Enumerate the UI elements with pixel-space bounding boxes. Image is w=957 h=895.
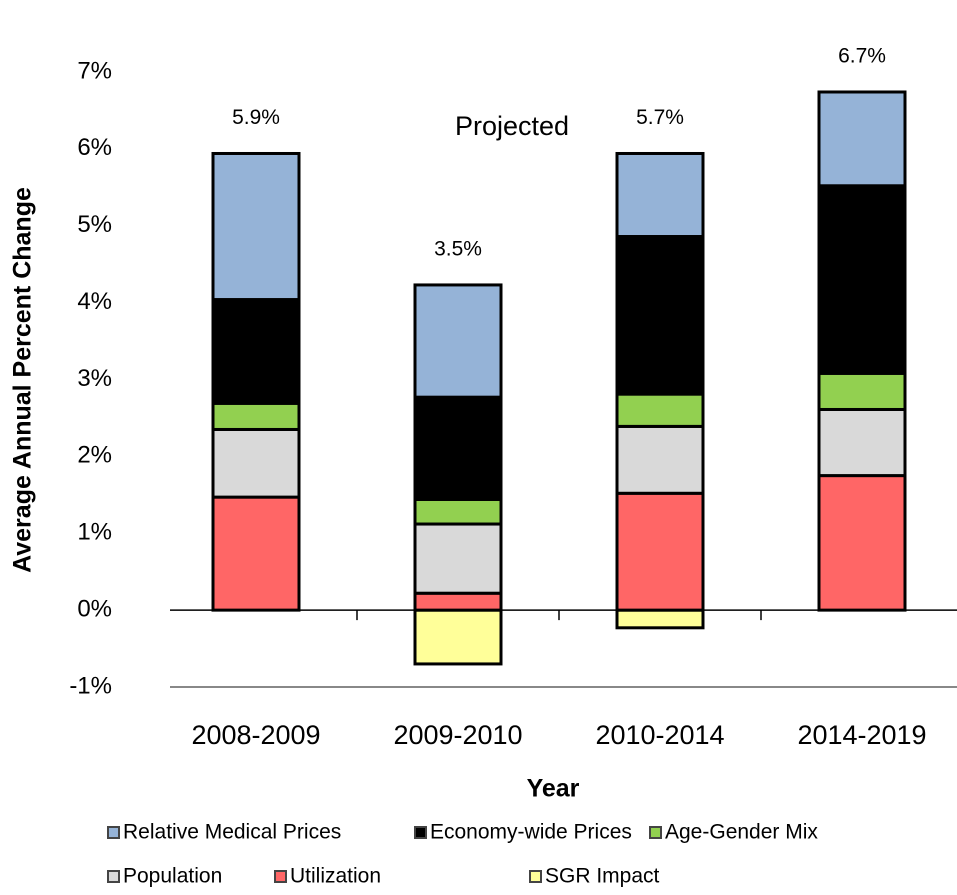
y-tick-label: 6% <box>77 134 112 161</box>
total-label: 6.7% <box>838 45 886 68</box>
legend-label: Relative Medical Prices <box>123 821 341 844</box>
bar-segment <box>211 151 301 302</box>
y-tick-label: 7% <box>77 57 112 84</box>
legend-swatch <box>274 870 287 883</box>
legend-label: SGR Impact <box>545 865 660 888</box>
legend-label: Economy-wide Prices <box>430 821 632 844</box>
y-tick-label: -1% <box>69 672 112 699</box>
bar-segment <box>615 608 705 630</box>
y-tick-label: 2% <box>77 442 112 469</box>
x-tick-label: 2009-2010 <box>393 720 522 750</box>
bar-segment <box>211 495 301 612</box>
total-label: 5.9% <box>232 106 280 129</box>
x-tick-label: 2008-2009 <box>191 720 320 750</box>
legend-swatch <box>649 826 662 839</box>
legend-swatch <box>414 826 427 839</box>
bar-segment <box>817 90 907 188</box>
x-tick-label: 2014-2019 <box>797 720 926 750</box>
bar-segment <box>817 371 907 411</box>
bar-segment <box>615 392 705 428</box>
x-axis-title: Year <box>527 775 580 803</box>
x-tick-label: 2010-2014 <box>595 720 724 750</box>
legend-swatch <box>107 870 120 883</box>
bar-segment <box>615 151 705 239</box>
legend-label: Population <box>123 865 222 888</box>
legend-swatch <box>529 870 542 883</box>
bar-segment <box>211 401 301 431</box>
total-label: 3.5% <box>434 237 482 260</box>
y-tick-label: 3% <box>77 365 112 392</box>
legend-swatch <box>107 826 120 839</box>
annotation: Projected <box>455 111 569 141</box>
bar-segment <box>817 184 907 375</box>
bar-segment <box>615 424 705 495</box>
y-tick-label: 5% <box>77 211 112 238</box>
bar-segment <box>615 491 705 612</box>
legend-label: Utilization <box>290 865 381 888</box>
bar-segment <box>413 608 503 666</box>
total-label: 5.7% <box>636 106 684 129</box>
y-tick-label: 0% <box>77 595 112 622</box>
bar-segment <box>413 522 503 595</box>
bar-segment <box>413 283 503 399</box>
bar-segment <box>413 395 503 501</box>
bar-segment <box>817 407 907 478</box>
y-axis-title: Average Annual Percent Change <box>9 187 37 573</box>
bar-segment <box>817 474 907 612</box>
bar-segment <box>211 427 301 499</box>
bar-segment <box>413 591 503 612</box>
bar-segment <box>413 497 503 526</box>
bar-segment <box>615 235 705 396</box>
y-tick-label: 4% <box>77 288 112 315</box>
bar-segment <box>211 298 301 405</box>
y-tick-label: 1% <box>77 519 112 546</box>
legend-label: Age-Gender Mix <box>665 821 818 844</box>
